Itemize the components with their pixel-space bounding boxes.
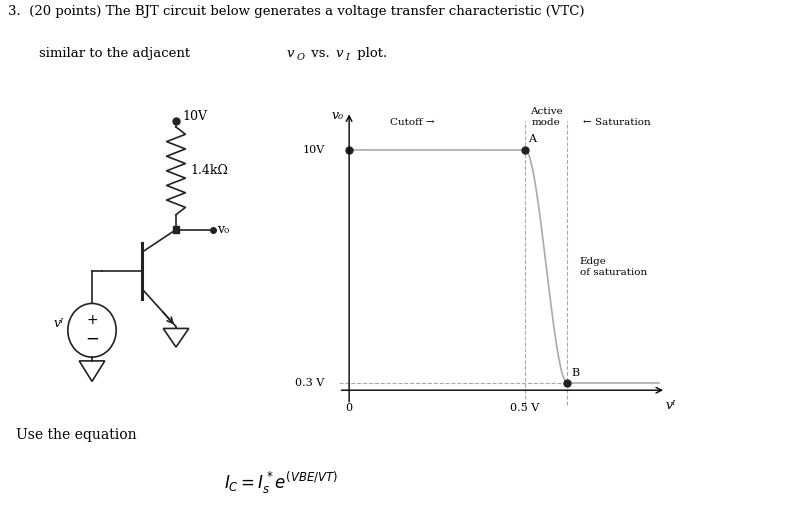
Text: 10V: 10V xyxy=(182,109,207,123)
Text: +: + xyxy=(86,313,98,327)
Text: Cutoff →: Cutoff → xyxy=(390,118,434,127)
Text: similar to the adjacent: similar to the adjacent xyxy=(39,48,194,60)
Text: v₀: v₀ xyxy=(331,109,344,122)
Text: 10V: 10V xyxy=(302,145,325,155)
Bar xyxy=(173,226,179,233)
Text: v: v xyxy=(286,48,294,60)
Text: A: A xyxy=(528,133,536,144)
Text: 0: 0 xyxy=(346,403,353,412)
Text: 0.5 V: 0.5 V xyxy=(510,403,540,412)
Text: Use the equation: Use the equation xyxy=(16,428,137,443)
Text: I: I xyxy=(345,53,349,62)
Text: 0.3 V: 0.3 V xyxy=(295,378,325,388)
Text: vᴵ: vᴵ xyxy=(666,400,676,412)
Text: ← Saturation: ← Saturation xyxy=(582,118,650,127)
Text: plot.: plot. xyxy=(353,48,387,60)
Text: 3.  (20 points) The BJT circuit below generates a voltage transfer characteristi: 3. (20 points) The BJT circuit below gen… xyxy=(8,5,585,18)
Text: B: B xyxy=(571,368,580,378)
Text: Active
mode: Active mode xyxy=(530,107,562,127)
Text: vs.: vs. xyxy=(307,48,334,60)
Text: $I_C = I_s^* e^{(VBE/VT)}$: $I_C = I_s^* e^{(VBE/VT)}$ xyxy=(224,470,338,496)
Text: O: O xyxy=(297,53,305,62)
Text: −: − xyxy=(85,330,99,347)
Text: v: v xyxy=(336,48,343,60)
Text: v₀: v₀ xyxy=(217,223,229,236)
Text: vᴵ: vᴵ xyxy=(54,317,64,330)
Text: Edge
of saturation: Edge of saturation xyxy=(580,257,647,277)
Text: 1.4kΩ: 1.4kΩ xyxy=(190,165,228,177)
